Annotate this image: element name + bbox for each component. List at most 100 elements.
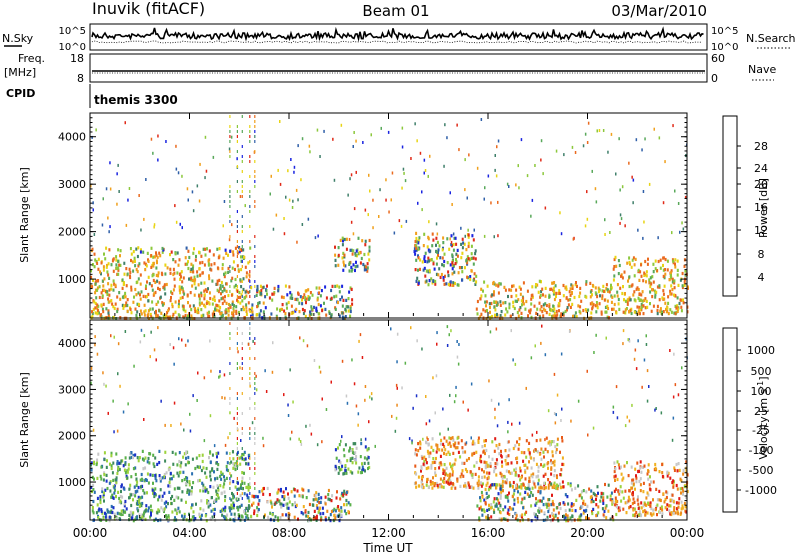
power-cell bbox=[480, 287, 483, 291]
velocity-cell bbox=[249, 382, 251, 385]
velocity-cell bbox=[235, 497, 238, 501]
power-cell bbox=[417, 247, 420, 251]
power-cell bbox=[164, 315, 167, 319]
velocity-cell bbox=[229, 477, 231, 480]
velocity-cell bbox=[595, 497, 597, 501]
power-cell bbox=[94, 291, 97, 295]
power-cell bbox=[391, 171, 394, 175]
velocity-cell bbox=[264, 513, 266, 517]
power-cell bbox=[262, 310, 265, 314]
velocity-cell bbox=[593, 351, 595, 354]
velocity-cell bbox=[480, 460, 483, 464]
velocity-cell bbox=[401, 386, 403, 390]
power-cell bbox=[256, 305, 259, 309]
velocity-cell bbox=[101, 489, 104, 494]
velocity-cell bbox=[181, 479, 184, 483]
velocity-cell bbox=[415, 453, 418, 457]
power-cell bbox=[442, 278, 445, 282]
velocity-cell bbox=[677, 393, 680, 397]
velocity-cell bbox=[512, 492, 515, 496]
velocity-cell bbox=[99, 500, 102, 505]
power-cell bbox=[249, 195, 251, 198]
power-cell bbox=[529, 311, 532, 315]
velocity-cell bbox=[476, 481, 479, 485]
power-cell bbox=[457, 271, 460, 275]
velocity-cell bbox=[509, 483, 512, 487]
power-cell bbox=[357, 252, 360, 256]
power-cell bbox=[194, 286, 197, 290]
velocity-cell bbox=[538, 506, 540, 510]
power-cell bbox=[206, 311, 209, 315]
velocity-cell bbox=[154, 476, 157, 480]
power-cell bbox=[199, 273, 202, 277]
velocity-cell bbox=[183, 428, 185, 432]
velocity-cell bbox=[495, 473, 498, 477]
velocity-cell bbox=[302, 488, 305, 492]
velocity-cell bbox=[449, 462, 451, 466]
velocity-cell bbox=[446, 325, 449, 329]
velocity-cell bbox=[160, 399, 162, 403]
nsearch-label: N.Search bbox=[746, 32, 796, 45]
power-cell bbox=[503, 285, 506, 289]
power-cell bbox=[419, 151, 422, 155]
velocity-cell bbox=[533, 458, 535, 462]
power-cell bbox=[417, 268, 419, 272]
velocity-cell bbox=[528, 487, 531, 491]
velocity-cell bbox=[504, 505, 507, 509]
velocity-cell bbox=[147, 456, 150, 461]
velocity-cell bbox=[467, 483, 470, 487]
power-cell bbox=[555, 294, 557, 299]
power-cell bbox=[191, 284, 194, 288]
power-cell bbox=[347, 297, 350, 301]
velocity-cell bbox=[456, 355, 459, 359]
power-cell bbox=[203, 281, 206, 285]
velocity-cell bbox=[445, 439, 448, 443]
power-cell bbox=[644, 297, 647, 301]
power-cell bbox=[308, 297, 310, 301]
power-cell bbox=[129, 317, 132, 321]
velocity-cell bbox=[679, 487, 682, 491]
power-cell bbox=[548, 312, 551, 316]
velocity-cell bbox=[178, 486, 181, 490]
power-cell bbox=[110, 283, 113, 287]
velocity-cell bbox=[283, 497, 286, 501]
power-cell bbox=[171, 291, 174, 296]
power-cell bbox=[256, 288, 259, 292]
power-cell bbox=[308, 144, 311, 148]
power-cell bbox=[555, 309, 558, 314]
power-cell bbox=[208, 291, 211, 295]
velocity-cell bbox=[551, 450, 554, 454]
power-cell bbox=[102, 197, 104, 201]
velocity-cell bbox=[146, 472, 149, 476]
power-cell bbox=[442, 236, 445, 240]
power-cell bbox=[255, 313, 258, 317]
velocity-cell bbox=[438, 466, 441, 470]
velocity-cell bbox=[202, 489, 205, 493]
power-cell bbox=[364, 208, 367, 212]
power-cell bbox=[130, 258, 132, 263]
velocity-cell bbox=[682, 489, 685, 493]
power-cell bbox=[249, 210, 251, 213]
power-cell bbox=[254, 150, 256, 153]
power-cell bbox=[649, 276, 652, 280]
power-cell bbox=[192, 251, 195, 255]
velocity-cell bbox=[160, 506, 163, 510]
power-cell bbox=[591, 301, 594, 306]
velocity-cell bbox=[294, 501, 296, 505]
power-cell bbox=[113, 306, 116, 311]
power-cell bbox=[684, 273, 687, 277]
velocity-cell bbox=[436, 446, 439, 451]
velocity-cell bbox=[132, 511, 135, 515]
velocity-cell bbox=[602, 513, 605, 517]
velocity-cell bbox=[655, 487, 658, 491]
velocity-cell bbox=[305, 514, 308, 518]
power-cell bbox=[225, 301, 228, 305]
power-cell bbox=[272, 227, 275, 231]
power-cell bbox=[565, 287, 568, 291]
power-cell bbox=[633, 290, 636, 294]
velocity-cell bbox=[96, 458, 99, 462]
velocity-cell bbox=[539, 490, 542, 494]
velocity-cell bbox=[498, 517, 501, 521]
power-cell bbox=[487, 174, 490, 178]
